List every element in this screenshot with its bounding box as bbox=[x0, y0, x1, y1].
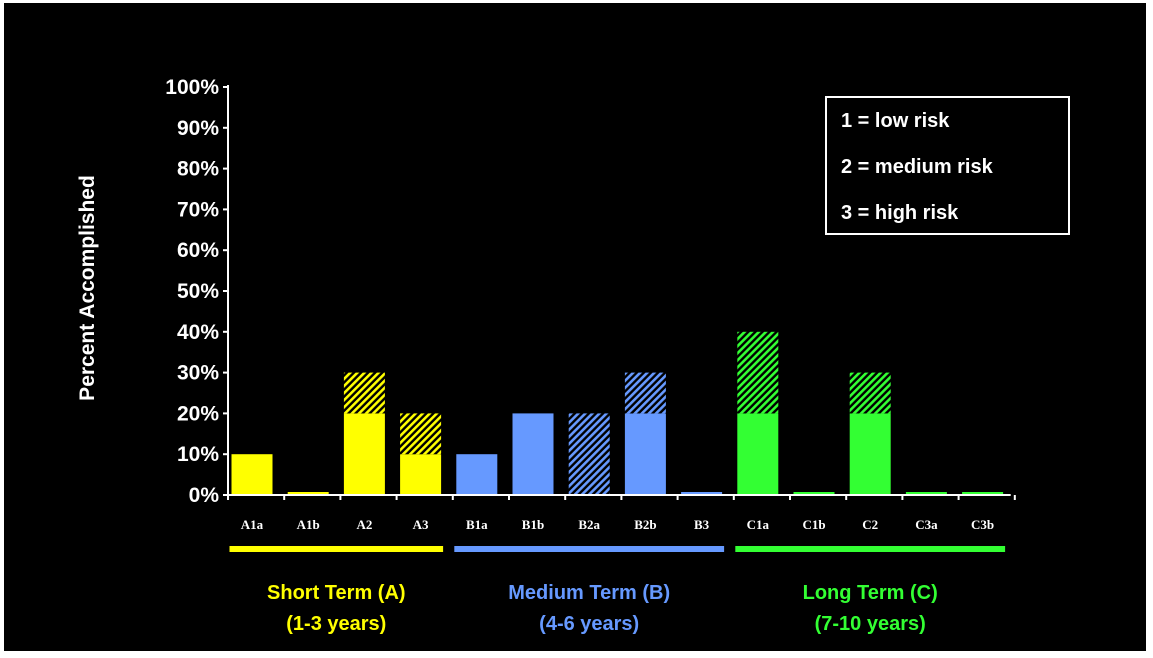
term-groups: Short Term (A) (1-3 years) Medium Term (B)… bbox=[229, 546, 1006, 635]
group-underline bbox=[735, 546, 1006, 552]
legend-item-medium-risk: 2 = medium risk bbox=[841, 156, 994, 178]
x-tick-label: B3 bbox=[694, 517, 710, 532]
group-label-years: (4-6 years) bbox=[539, 613, 639, 635]
y-tick-label: 30% bbox=[177, 362, 219, 385]
legend-box bbox=[825, 96, 1070, 235]
y-tick-label: 70% bbox=[177, 198, 219, 221]
y-tick-label: 40% bbox=[177, 321, 219, 344]
group-underline bbox=[229, 546, 444, 552]
bar-B1b-solid bbox=[512, 413, 554, 495]
bar-A2-hatched bbox=[343, 372, 385, 414]
x-tick-label: C1b bbox=[802, 517, 825, 532]
group-label-title: Long Term (C) bbox=[803, 582, 938, 604]
group-label-title: Medium Term (B) bbox=[508, 582, 670, 604]
y-tick-label: 50% bbox=[177, 280, 219, 303]
y-tick-label: 20% bbox=[177, 402, 219, 425]
bar-C2-solid bbox=[849, 413, 891, 495]
x-tick-label: C1a bbox=[747, 517, 770, 532]
x-tick-label: B1b bbox=[522, 517, 544, 532]
x-tick-label: A1b bbox=[297, 517, 320, 532]
bar-A1a-solid bbox=[231, 454, 273, 495]
x-axis: A1a A1b A2 A3 B1a B1b B2a B2b B3 C1a C1b C2 C3a C3b bbox=[227, 495, 1016, 532]
bars bbox=[231, 331, 1004, 495]
bar-A3-solid bbox=[400, 454, 442, 495]
x-tick-label: C3b bbox=[971, 517, 994, 532]
bar-C1b-zero bbox=[793, 492, 835, 495]
axes bbox=[223, 85, 1011, 496]
bar-A2-solid bbox=[343, 413, 385, 495]
chart-background: Percent Accomplished 0% 10% 20% 30% 40% 50% 60… bbox=[4, 3, 1146, 651]
x-tick-label: A3 bbox=[413, 517, 429, 532]
legend-item-low-risk: 1 = low risk bbox=[841, 110, 950, 132]
y-axis: 0% 10% 20% 30% 40% 50% 60% 70% 80% 90% 100% bbox=[165, 76, 228, 507]
bar-B2b-solid bbox=[624, 413, 666, 495]
x-tick-label: B2b bbox=[634, 517, 656, 532]
bar-chart: Percent Accomplished 0% 10% 20% 30% 40% 50% 60… bbox=[76, 76, 1070, 635]
x-tick-label: A2 bbox=[356, 517, 372, 532]
x-tick-label: C3a bbox=[915, 517, 938, 532]
bar-C1a-solid bbox=[737, 413, 779, 495]
x-tick-label: B1a bbox=[466, 517, 488, 532]
y-tick-label: 100% bbox=[165, 76, 219, 99]
x-tick-label: B2a bbox=[578, 517, 600, 532]
y-tick-label: 90% bbox=[177, 117, 219, 140]
group-label-years: (7-10 years) bbox=[815, 613, 926, 635]
y-tick-label: 0% bbox=[189, 484, 220, 507]
y-tick-label: 10% bbox=[177, 443, 219, 466]
bar-B1a-solid bbox=[456, 454, 498, 495]
y-tick-label: 60% bbox=[177, 239, 219, 262]
legend-item-high-risk: 3 = high risk bbox=[841, 202, 959, 224]
y-axis-title: Percent Accomplished bbox=[76, 175, 99, 401]
bar-B2b-hatched bbox=[624, 372, 666, 414]
bar-C3b-zero bbox=[962, 492, 1004, 495]
group-label-title: Short Term (A) bbox=[267, 582, 406, 604]
bar-B3-zero bbox=[681, 492, 723, 495]
bar-C3a-zero bbox=[905, 492, 947, 495]
x-tick-label: C2 bbox=[862, 517, 878, 532]
group-underline bbox=[454, 546, 725, 552]
group-label-years: (1-3 years) bbox=[286, 613, 386, 635]
bar-C1a-hatched bbox=[737, 331, 779, 414]
risk-legend: 1 = low risk 2 = medium risk 3 = high ri… bbox=[825, 96, 1070, 235]
y-tick-label: 80% bbox=[177, 158, 219, 181]
bar-B2a-hatched bbox=[568, 413, 610, 495]
bar-C2-hatched bbox=[849, 372, 891, 414]
bar-A3-hatched bbox=[400, 413, 442, 455]
x-tick-label: A1a bbox=[241, 517, 264, 532]
bar-A1b-zero bbox=[287, 492, 329, 495]
